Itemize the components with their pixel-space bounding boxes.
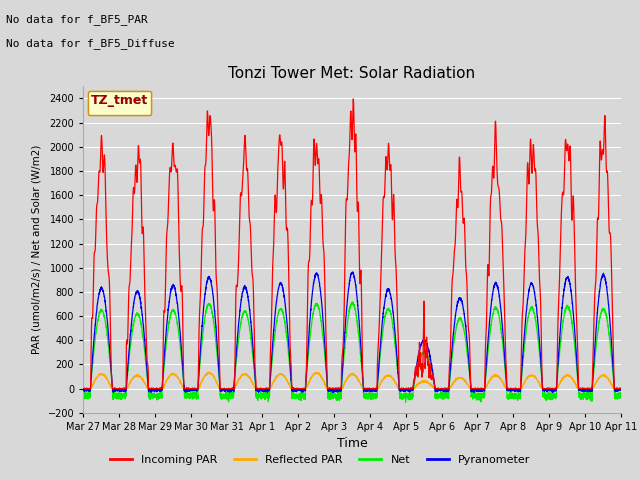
X-axis label: Time: Time	[337, 437, 367, 450]
Legend: Incoming PAR, Reflected PAR, Net, Pyranometer: Incoming PAR, Reflected PAR, Net, Pyrano…	[106, 451, 534, 469]
Legend: 	[88, 91, 151, 115]
Text: No data for f_BF5_Diffuse: No data for f_BF5_Diffuse	[6, 38, 175, 49]
Text: No data for f_BF5_PAR: No data for f_BF5_PAR	[6, 14, 148, 25]
Y-axis label: PAR (umol/m2/s) / Net and Solar (W/m2): PAR (umol/m2/s) / Net and Solar (W/m2)	[32, 145, 42, 354]
Title: Tonzi Tower Met: Solar Radiation: Tonzi Tower Met: Solar Radiation	[228, 66, 476, 81]
